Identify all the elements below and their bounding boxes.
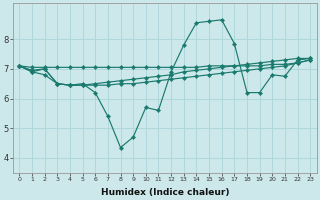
X-axis label: Humidex (Indice chaleur): Humidex (Indice chaleur) [100, 188, 229, 197]
